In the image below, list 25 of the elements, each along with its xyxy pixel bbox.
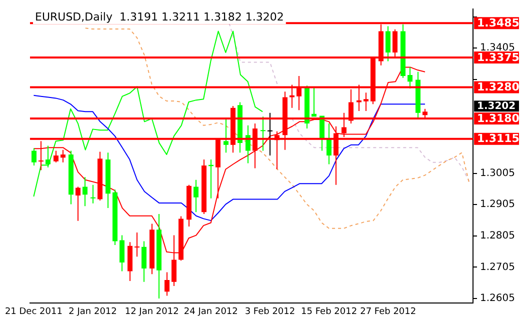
x-tick-label: 2 Jan 2012: [68, 306, 117, 317]
x-tick-label: 15 Feb 2012: [301, 306, 358, 317]
x-tick-label: 3 Feb 2012: [244, 306, 296, 317]
y-tick-label: 1.2605: [480, 293, 516, 304]
chart-title: EURUSD,Daily 1.3191 1.3211 1.3182 1.3202: [35, 10, 284, 24]
y-tick-label: 1.2905: [480, 199, 516, 210]
x-tick-label: 21 Dec 2011: [4, 306, 62, 317]
ref-line-label: 1.3180: [477, 112, 520, 125]
x-tick-label: 24 Jan 2012: [184, 306, 238, 317]
candlestick: [364, 92, 368, 112]
ref-line-label: 1.3280: [477, 80, 520, 94]
candlestick: [134, 232, 140, 257]
x-tick-label: 12 Jan 2012: [124, 306, 179, 317]
y-tick-label: 1.3005: [480, 168, 516, 179]
text: 1.3202: [477, 100, 516, 112]
line-series: [84, 28, 470, 229]
candlestick: [90, 184, 96, 204]
y-tick-label: 1.2705: [480, 262, 516, 273]
ref-line-label: 1.3375: [477, 50, 520, 64]
candlestick: [208, 160, 214, 198]
ref-line-label: 1.3115: [477, 132, 520, 146]
x-tick-label: 27 Feb 2012: [360, 306, 416, 317]
ref-line-label: 1.3485: [477, 16, 520, 30]
candlestick: [76, 186, 80, 221]
y-tick-label: 1.2805: [480, 230, 516, 242]
